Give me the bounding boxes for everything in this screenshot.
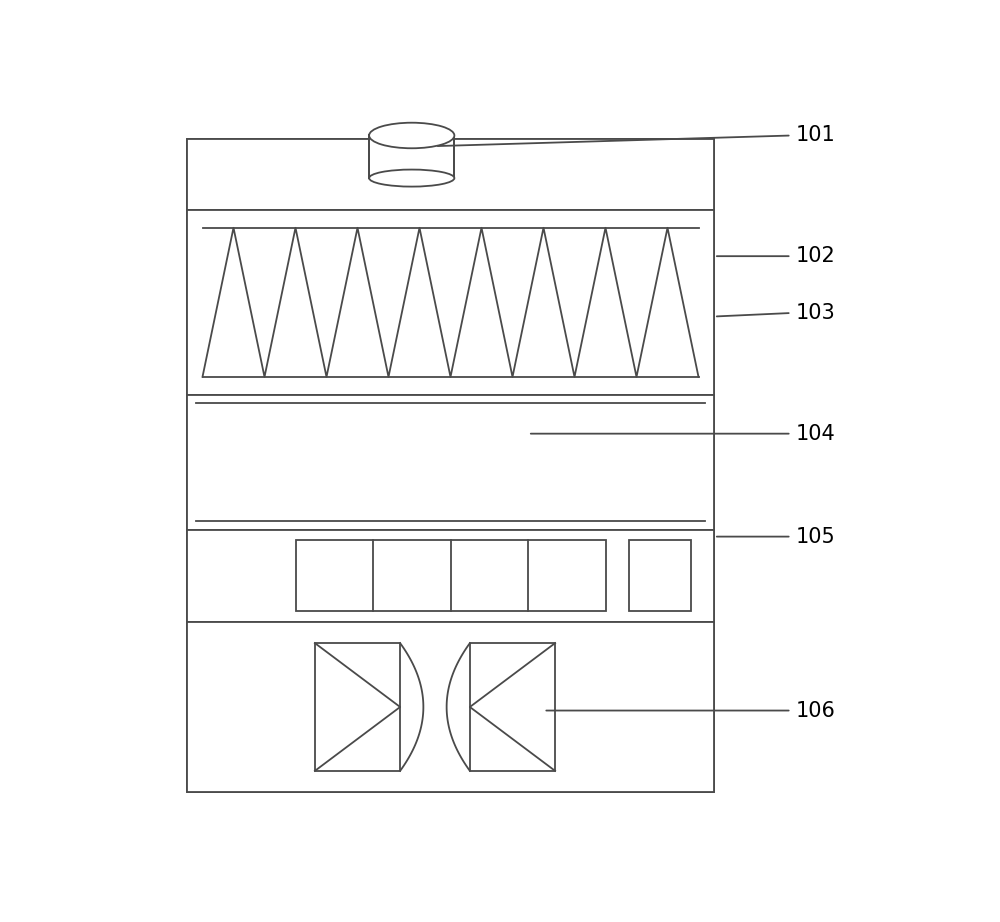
Text: 104: 104: [795, 424, 835, 443]
Bar: [187, 210, 714, 395]
Text: 105: 105: [795, 526, 835, 547]
Text: 102: 102: [795, 246, 835, 266]
Bar: [315, 644, 400, 771]
Bar: [470, 644, 555, 771]
Bar: [187, 529, 714, 621]
Bar: [187, 395, 714, 529]
Bar: [369, 136, 454, 178]
Text: 101: 101: [795, 125, 835, 146]
Bar: [187, 139, 714, 210]
Bar: [296, 540, 606, 611]
Text: 106: 106: [795, 701, 835, 720]
Bar: [629, 540, 691, 611]
Bar: [187, 621, 714, 792]
Ellipse shape: [369, 123, 454, 148]
Text: 103: 103: [795, 303, 835, 323]
Bar: [187, 139, 714, 792]
Ellipse shape: [369, 170, 454, 186]
